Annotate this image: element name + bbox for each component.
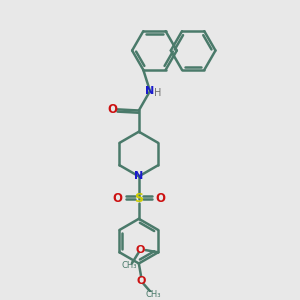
Text: O: O (136, 276, 146, 286)
Text: O: O (155, 192, 165, 205)
Text: CH₃: CH₃ (122, 261, 137, 270)
Text: CH₃: CH₃ (146, 290, 161, 299)
Text: S: S (134, 192, 143, 205)
Text: N: N (146, 86, 154, 96)
Text: H: H (154, 88, 161, 98)
Text: O: O (112, 192, 123, 205)
Text: O: O (108, 103, 118, 116)
Text: N: N (134, 171, 143, 182)
Text: O: O (136, 245, 145, 255)
